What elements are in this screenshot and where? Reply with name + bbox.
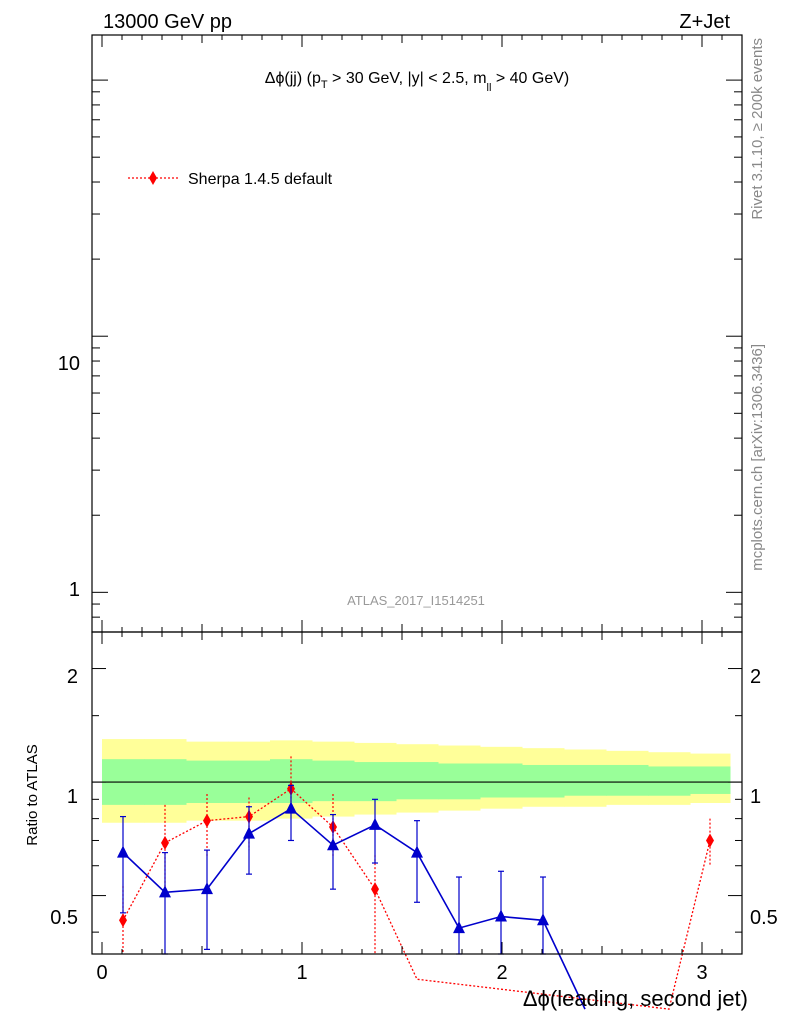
main-panel: Δϕ(jj) (pT > 30 GeV, |y| < 2.5, mll > 40… xyxy=(58,34,743,633)
band-inner-bin xyxy=(480,763,523,798)
uncertainty-bands xyxy=(102,739,731,823)
band-inner-bin xyxy=(690,766,731,794)
x-axis-label: Δϕ(leading, second jet) xyxy=(523,986,748,1011)
ratio-y-tick-label-right-0.5: 0.5 xyxy=(750,907,778,929)
mcplots-label: mcplots.cern.ch [arXiv:1306.3436] xyxy=(749,344,766,571)
blue-series-marker xyxy=(243,826,255,839)
ratio-y-tick-label-1: 1 xyxy=(67,786,78,808)
header-left: 13000 GeV pp xyxy=(103,11,232,33)
main-y-ticks xyxy=(92,35,742,633)
rivet-label: Rivet 3.1.10, ≥ 200k events xyxy=(749,38,766,220)
blue-series-marker xyxy=(453,921,465,934)
sherpa-line xyxy=(122,787,711,1010)
band-inner-bin xyxy=(396,762,439,800)
blue-series-group xyxy=(117,784,586,1010)
legend: Sherpa 1.4.5 default xyxy=(128,171,333,188)
ratio-y-tick-label-right-1: 1 xyxy=(750,786,761,808)
x-tick-label-3: 3 xyxy=(696,962,707,984)
sherpa-marker xyxy=(371,882,379,897)
blue-series-marker xyxy=(327,838,339,851)
x-tick-label-1: 1 xyxy=(296,962,307,984)
blue-series-marker xyxy=(117,845,129,858)
x-tick-label-2: 2 xyxy=(496,962,507,984)
band-inner-bin xyxy=(606,764,649,796)
header-right: Z+Jet xyxy=(679,11,730,33)
ratio-ticks xyxy=(92,631,742,954)
band-inner-bin xyxy=(564,764,607,796)
band-inner-bin xyxy=(522,764,565,798)
sherpa-marker xyxy=(161,835,169,850)
sherpa-marker xyxy=(706,833,714,848)
blue-series-marker xyxy=(201,882,213,895)
ratio-frame xyxy=(91,631,743,955)
ratio-y-tick-label-2: 2 xyxy=(67,666,78,688)
analysis-watermark: ATLAS_2017_I1514251 xyxy=(347,593,485,608)
blue-series-marker xyxy=(159,885,171,898)
legend-label: Sherpa 1.4.5 default xyxy=(188,171,333,188)
x-tick-labels: 0 1 2 3 xyxy=(96,962,707,984)
blue-series-line xyxy=(122,807,586,1010)
band-inner-bin xyxy=(648,766,691,796)
main-title: Δϕ(jj) (pT > 30 GeV, |y| < 2.5, mll > 40… xyxy=(265,70,569,94)
blue-series-marker xyxy=(411,845,423,858)
ratio-series xyxy=(117,756,714,1010)
main-y-tick-label-10: 10 xyxy=(58,353,80,375)
ratio-y-tick-label-right-2: 2 xyxy=(750,666,761,688)
x-tick-label-0: 0 xyxy=(96,962,107,984)
sherpa-marker xyxy=(203,813,211,828)
legend-marker xyxy=(149,171,157,185)
blue-series-marker xyxy=(537,913,549,926)
band-inner-bin xyxy=(438,763,481,800)
ratio-y-axis-label: Ratio to ATLAS xyxy=(24,744,41,845)
sherpa-marker xyxy=(119,913,127,928)
blue-series-marker xyxy=(285,801,297,814)
main-frame xyxy=(91,34,743,633)
blue-series-marker xyxy=(495,909,507,922)
blue-series-marker xyxy=(369,817,381,830)
ratio-y-tick-label-0.5: 0.5 xyxy=(50,907,78,929)
main-y-tick-label-1: 1 xyxy=(69,579,80,601)
ratio-panel: 2 1 0.5 2 1 0.5 0 1 2 3 Ratio to ATLAS Δϕ(l… xyxy=(24,631,778,1011)
